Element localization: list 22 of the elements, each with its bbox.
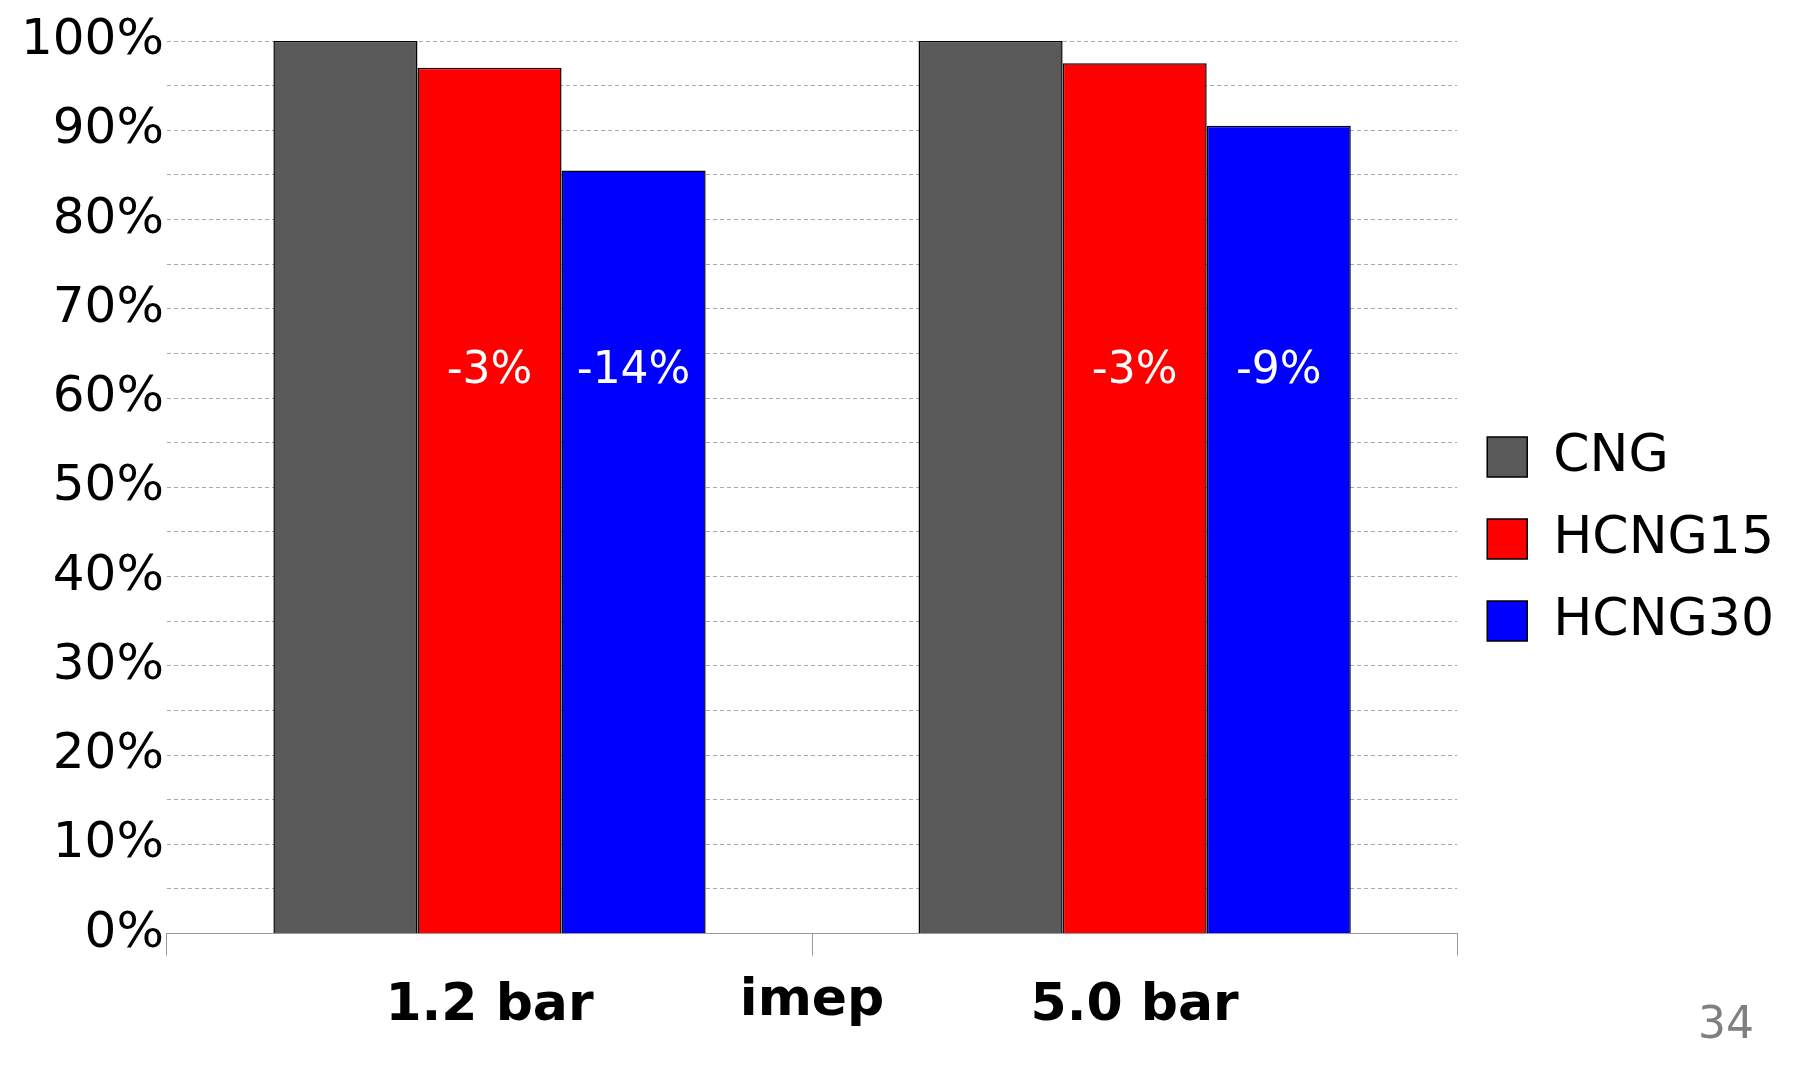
y-tick-label: 60% bbox=[52, 365, 164, 424]
annotation: -9% bbox=[1235, 341, 1322, 393]
legend-label: HCNG30 bbox=[1553, 586, 1775, 647]
legend-label: HCNG15 bbox=[1553, 504, 1775, 565]
y-tick-label: 70% bbox=[52, 275, 164, 334]
y-tick-label: 80% bbox=[52, 186, 164, 245]
legend-label: CNG bbox=[1553, 422, 1669, 483]
annotation: -3% bbox=[1091, 341, 1178, 393]
annotation: -14% bbox=[576, 341, 691, 393]
y-tick-label: 0% bbox=[84, 900, 164, 959]
y-tick-label: 50% bbox=[52, 454, 164, 513]
y-tick-label: 10% bbox=[52, 811, 164, 870]
y-tick-label: 30% bbox=[52, 632, 164, 691]
y-tick-label: 40% bbox=[52, 543, 164, 602]
y-tick-label: 20% bbox=[52, 722, 164, 781]
annotation: -3% bbox=[446, 341, 533, 393]
y-tick-label: 90% bbox=[52, 97, 164, 156]
x-tick-label: 1.2 bar bbox=[385, 972, 594, 1033]
x-axis-title: imep bbox=[739, 967, 885, 1028]
text: 34 bbox=[1698, 997, 1754, 1048]
y-tick-label: 100% bbox=[20, 7, 164, 66]
x-tick-label: 5.0 bar bbox=[1030, 972, 1240, 1033]
